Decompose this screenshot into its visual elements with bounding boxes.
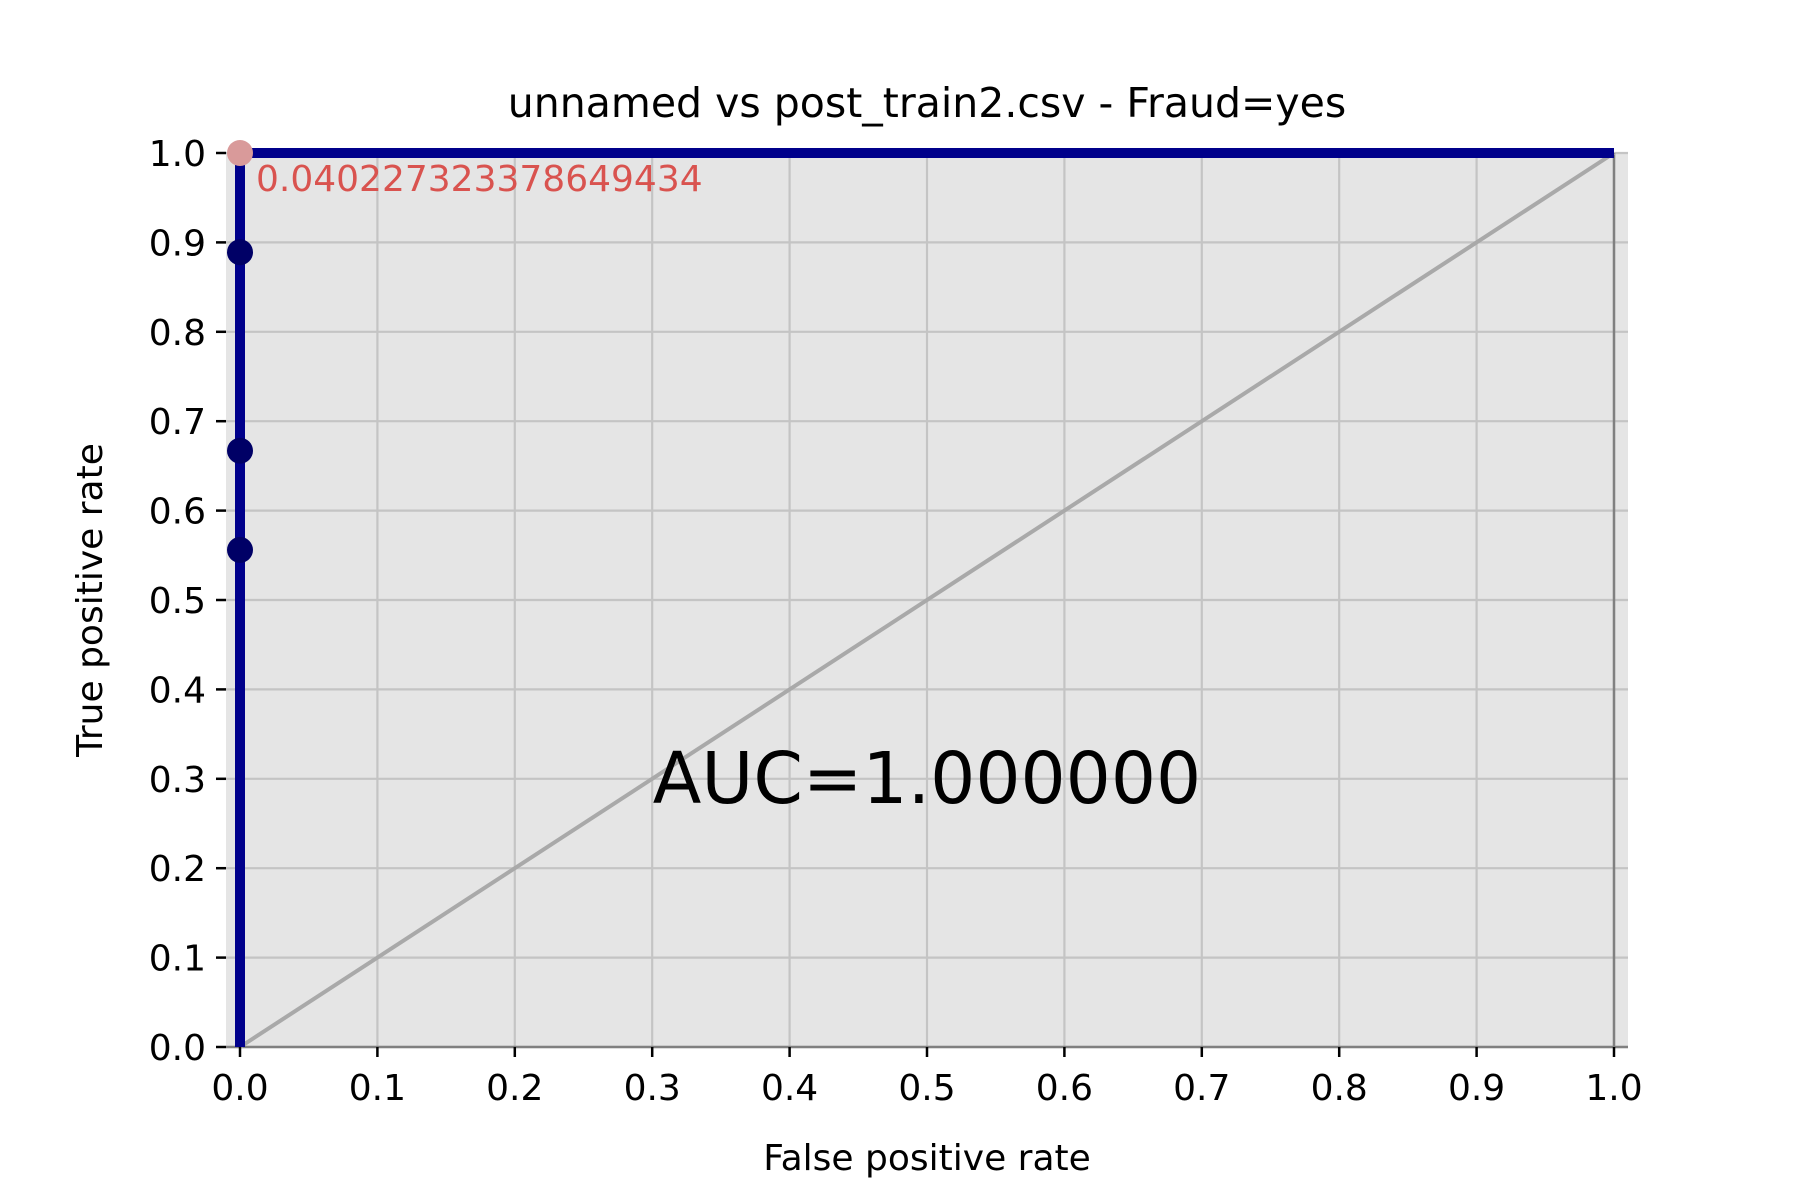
x-tick-label: 0.3 xyxy=(624,1068,681,1109)
x-tick-label: 0.5 xyxy=(898,1068,955,1109)
roc-marker-point xyxy=(227,536,253,563)
threshold-highlight-label: 0.040227323378649434 xyxy=(256,159,703,200)
y-tick-label: 0.9 xyxy=(149,223,206,264)
y-tick-label: 0.0 xyxy=(149,1028,206,1069)
y-tick-label: 0.2 xyxy=(149,849,206,890)
roc-curve-line xyxy=(235,148,1614,1047)
y-tick-label: 0.6 xyxy=(149,492,206,533)
auc-annotation: AUC=1.000000 xyxy=(653,737,1201,820)
x-axis-ticks: 0.0 0.1 0.2 0.3 0.4 0.5 0.6 0.7 0.8 0.9 1.0 xyxy=(211,1047,1643,1109)
y-tick-label: 0.8 xyxy=(149,313,206,354)
x-axis-title: False positive rate xyxy=(763,1138,1091,1179)
roc-marker-point xyxy=(227,239,253,266)
x-tick-label: 1.0 xyxy=(1585,1068,1642,1109)
roc-marker-point xyxy=(227,437,253,464)
y-tick-label: 0.7 xyxy=(149,402,206,443)
x-tick-label: 0.0 xyxy=(211,1068,268,1109)
y-axis-title: True positive rate xyxy=(70,443,111,758)
y-tick-label: 1.0 xyxy=(149,134,206,175)
x-tick-label: 0.9 xyxy=(1448,1068,1505,1109)
roc-markers xyxy=(227,239,253,563)
y-tick-label: 0.1 xyxy=(149,939,206,980)
threshold-highlight-point xyxy=(227,140,253,166)
x-tick-label: 0.7 xyxy=(1173,1068,1230,1109)
y-tick-label: 0.3 xyxy=(149,760,206,801)
x-tick-label: 0.1 xyxy=(349,1068,406,1109)
y-tick-label: 0.4 xyxy=(149,670,206,711)
x-tick-label: 0.2 xyxy=(486,1068,543,1109)
x-tick-label: 0.8 xyxy=(1311,1068,1368,1109)
y-axis-ticks: 0.0 0.1 0.2 0.3 0.4 0.5 0.6 0.7 0.8 0.9 1.0 xyxy=(149,134,226,1069)
x-tick-label: 0.6 xyxy=(1036,1068,1093,1109)
chart-title: unnamed vs post_train2.csv - Fraud=yes xyxy=(508,79,1346,127)
chance-diagonal-line xyxy=(238,151,1616,1049)
y-tick-label: 0.5 xyxy=(149,581,206,622)
x-tick-label: 0.4 xyxy=(761,1068,818,1109)
